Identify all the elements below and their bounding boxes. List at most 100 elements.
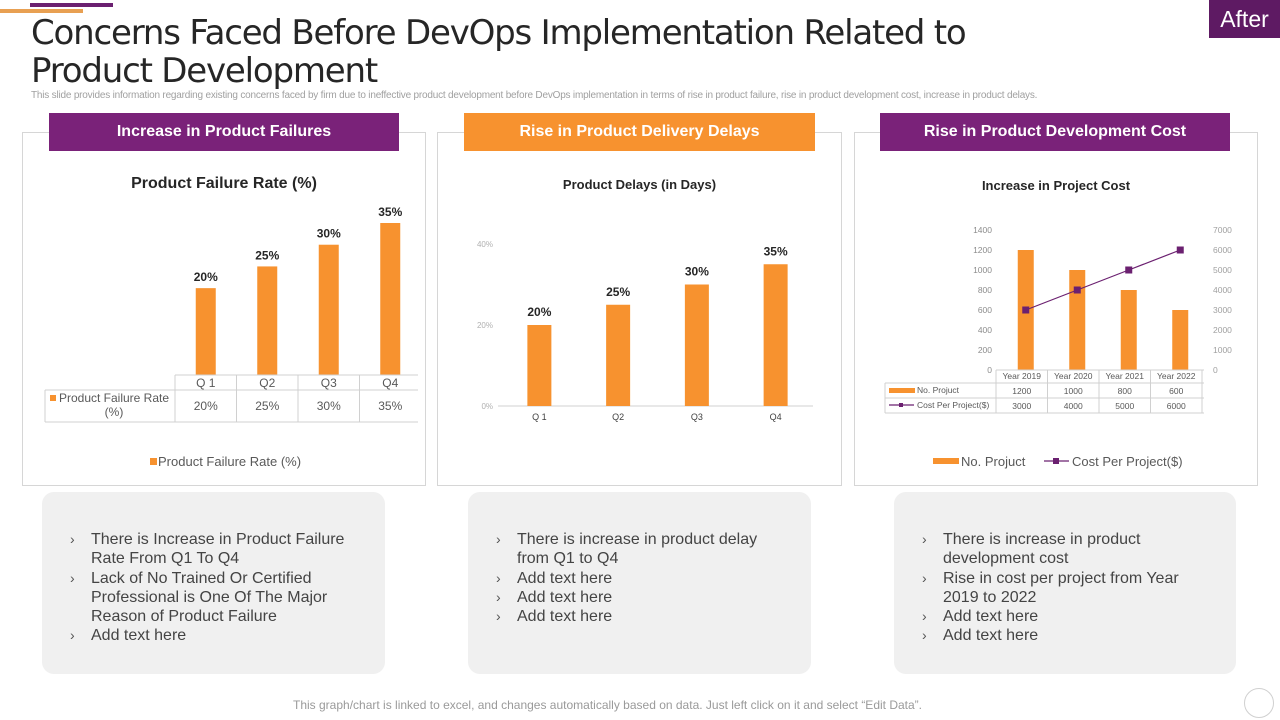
bar-q1 <box>527 325 552 406</box>
bar-year2021 <box>1120 290 1137 370</box>
panel-header-cost: Rise in Product Development Cost <box>880 113 1230 151</box>
data-label: 35% <box>378 205 402 219</box>
category-label: Q2 <box>612 412 624 422</box>
y-right-tick-label: 5000 <box>1213 265 1232 275</box>
chart-title: Increase in Project Cost <box>981 178 1131 193</box>
chevron-right-icon: › <box>496 569 501 586</box>
bar-year2022 <box>1172 310 1189 370</box>
table-value: 1000 <box>1064 386 1083 396</box>
note-item: › Add text here <box>496 588 791 607</box>
note-text: Lack of No Trained Or Certified Professi… <box>91 569 328 626</box>
notes-list: › There is Increase in Product Failure Ra… <box>70 530 365 646</box>
note-text: Add text here <box>517 608 613 626</box>
table-value: 35% <box>378 399 402 413</box>
y-right-tick-label: 4000 <box>1213 285 1232 295</box>
y-right-tick-label: 0 <box>1213 365 1218 375</box>
note-text: There is Increase in Product Failure Rat… <box>91 531 345 568</box>
legend-label: No. Projuct <box>961 454 1026 469</box>
bar-q2 <box>257 266 278 375</box>
note-item: › There is increase in product delay from… <box>496 530 791 569</box>
y-left-tick-label: 600 <box>978 305 992 315</box>
legend-key-marker <box>899 403 903 407</box>
panel-development-cost: Increase in Project Cost 0 200 400 600 800 10… <box>854 132 1258 486</box>
table-value: 25% <box>255 399 279 413</box>
note-text: Add text here <box>943 608 1039 626</box>
y-left-tick-label: 800 <box>978 285 992 295</box>
data-label: 30% <box>317 227 341 241</box>
data-label: 20% <box>194 270 218 284</box>
table-value: 3000 <box>1012 401 1031 411</box>
note-item: › Rise in cost per project from Year 2019… <box>922 569 1216 608</box>
category-label: Q3 <box>321 376 337 390</box>
note-text: Add text here <box>943 627 1039 645</box>
table-value: 800 <box>1118 386 1132 396</box>
table-series-label: (%) <box>105 405 124 419</box>
note-text: There is increase in product development… <box>943 531 1141 568</box>
line-point <box>1022 306 1030 314</box>
table-value: 600 <box>1169 386 1183 396</box>
chevron-right-icon: › <box>922 627 927 644</box>
slide-subtitle: This slide provides information regardin… <box>31 90 1038 101</box>
chevron-right-icon: › <box>922 608 927 625</box>
note-item: › Add text here <box>496 569 791 588</box>
failure-rate-chart[interactable]: 20% 25% 30% 35% Q 1 20% Q2 25% Q3 30% Q4 35% Product… <box>23 133 427 487</box>
note-text: Add text here <box>517 588 613 606</box>
notes-box-cost: › There is increase in product developmen… <box>894 492 1236 674</box>
y-tick-label: 20% <box>477 321 493 330</box>
accent-bar-purple <box>30 3 113 7</box>
y-left-tick-label: 400 <box>978 325 992 335</box>
note-text: Rise in cost per project from Year 2019 … <box>943 569 1179 606</box>
chart-title: Product Delays (in Days) <box>562 177 717 192</box>
table-value: 5000 <box>1115 401 1134 411</box>
panel-header-delays: Rise in Product Delivery Delays <box>464 113 815 151</box>
notes-box-failures: › There is Increase in Product Failure Ra… <box>42 492 385 674</box>
table-value: 20% <box>194 399 218 413</box>
notes-list: › There is increase in product developmen… <box>922 530 1216 646</box>
y-right-tick-label: 1000 <box>1213 345 1232 355</box>
note-text: Add text here <box>517 569 613 587</box>
delays-chart[interactable]: 0% 20% 40% 20% Q 1 25% Q2 30% Q3 35% Q4 <box>438 133 843 487</box>
chevron-right-icon: › <box>496 608 501 625</box>
table-series-label: Product Failure Rate <box>59 391 169 405</box>
panel-product-failures: Product Failure Rate (%) 20% 25% 30% 35% Q 1… <box>22 132 426 486</box>
data-label: 25% <box>606 285 630 299</box>
legend-label: Product Failure Rate (%) <box>158 454 301 469</box>
chevron-right-icon: › <box>922 531 927 547</box>
category-label: Q2 <box>259 376 275 390</box>
corner-circle-decoration <box>1244 688 1274 718</box>
category-label: Year 2020 <box>1054 371 1093 381</box>
line-point <box>1125 266 1133 274</box>
chevron-right-icon: › <box>496 531 501 547</box>
chart-title: Product Failure Rate (%) <box>131 175 317 192</box>
y-left-tick-label: 1200 <box>973 245 992 255</box>
bar-q3 <box>684 284 709 406</box>
accent-bar-orange <box>0 9 83 13</box>
note-item: › Add text here <box>922 607 1216 626</box>
note-item: › There is Increase in Product Failure Ra… <box>70 530 365 569</box>
category-label: Q3 <box>691 412 703 422</box>
legend-key-bar <box>889 388 915 393</box>
y-left-tick-label: 1000 <box>973 265 992 275</box>
y-right-tick-label: 2000 <box>1213 325 1232 335</box>
chevron-right-icon: › <box>70 569 75 586</box>
note-text: Add text here <box>91 627 187 645</box>
table-value: 6000 <box>1167 401 1186 411</box>
legend-marker <box>150 458 157 465</box>
note-item: › Add text here <box>922 626 1216 645</box>
note-item: › Add text here <box>70 626 365 645</box>
table-value: 4000 <box>1064 401 1083 411</box>
bar-year2020 <box>1069 270 1086 370</box>
data-label: 35% <box>764 244 788 258</box>
y-left-tick-label: 1400 <box>973 225 992 235</box>
legend-marker-bar <box>933 458 959 464</box>
data-label: 30% <box>685 265 709 279</box>
legend-label: Cost Per Project($) <box>1072 454 1183 469</box>
table-series-label: Cost Per Project($) <box>917 400 989 410</box>
panel-delivery-delays: Product Delays (in Days) 0% 20% 40% 20% Q 1 2… <box>437 132 842 486</box>
project-cost-chart[interactable]: 0 200 400 600 800 1000 1200 1400 0 1000 2000 3000 40… <box>855 133 1259 487</box>
category-label: Q4 <box>382 376 398 390</box>
table-series-label: No. Projuct <box>917 385 960 395</box>
table-value: 30% <box>317 399 341 413</box>
bar-q4 <box>763 264 788 406</box>
slide-title: Concerns Faced Before DevOps Implementat… <box>31 13 967 91</box>
